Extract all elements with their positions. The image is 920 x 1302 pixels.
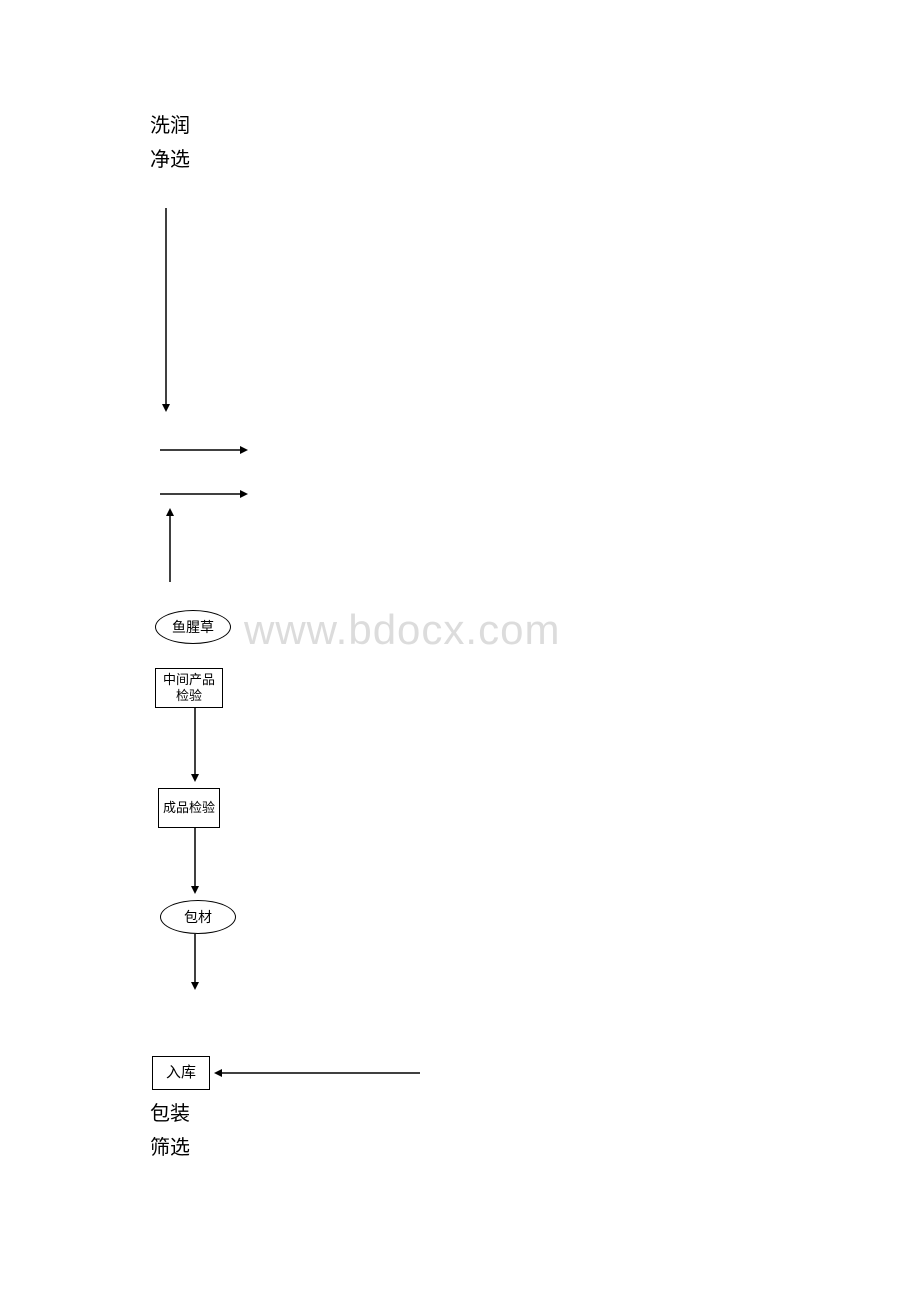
label-screening: 筛选 bbox=[150, 1134, 190, 1162]
node-finished-inspection-label: 成品检验 bbox=[163, 800, 215, 816]
node-raw-material-label: 鱼腥草 bbox=[172, 617, 214, 637]
node-storage: 入库 bbox=[152, 1056, 210, 1090]
node-finished-inspection: 成品检验 bbox=[158, 788, 220, 828]
node-intermediate-inspection-label: 中间产品检验 bbox=[158, 672, 220, 703]
flowchart-arrows bbox=[0, 0, 920, 1302]
node-raw-material: 鱼腥草 bbox=[155, 610, 231, 644]
node-intermediate-inspection: 中间产品检验 bbox=[155, 668, 223, 708]
label-packaging: 包装 bbox=[150, 1100, 190, 1128]
node-storage-label: 入库 bbox=[166, 1064, 196, 1082]
node-packaging-material-label: 包材 bbox=[184, 907, 212, 927]
node-packaging-material: 包材 bbox=[160, 900, 236, 934]
